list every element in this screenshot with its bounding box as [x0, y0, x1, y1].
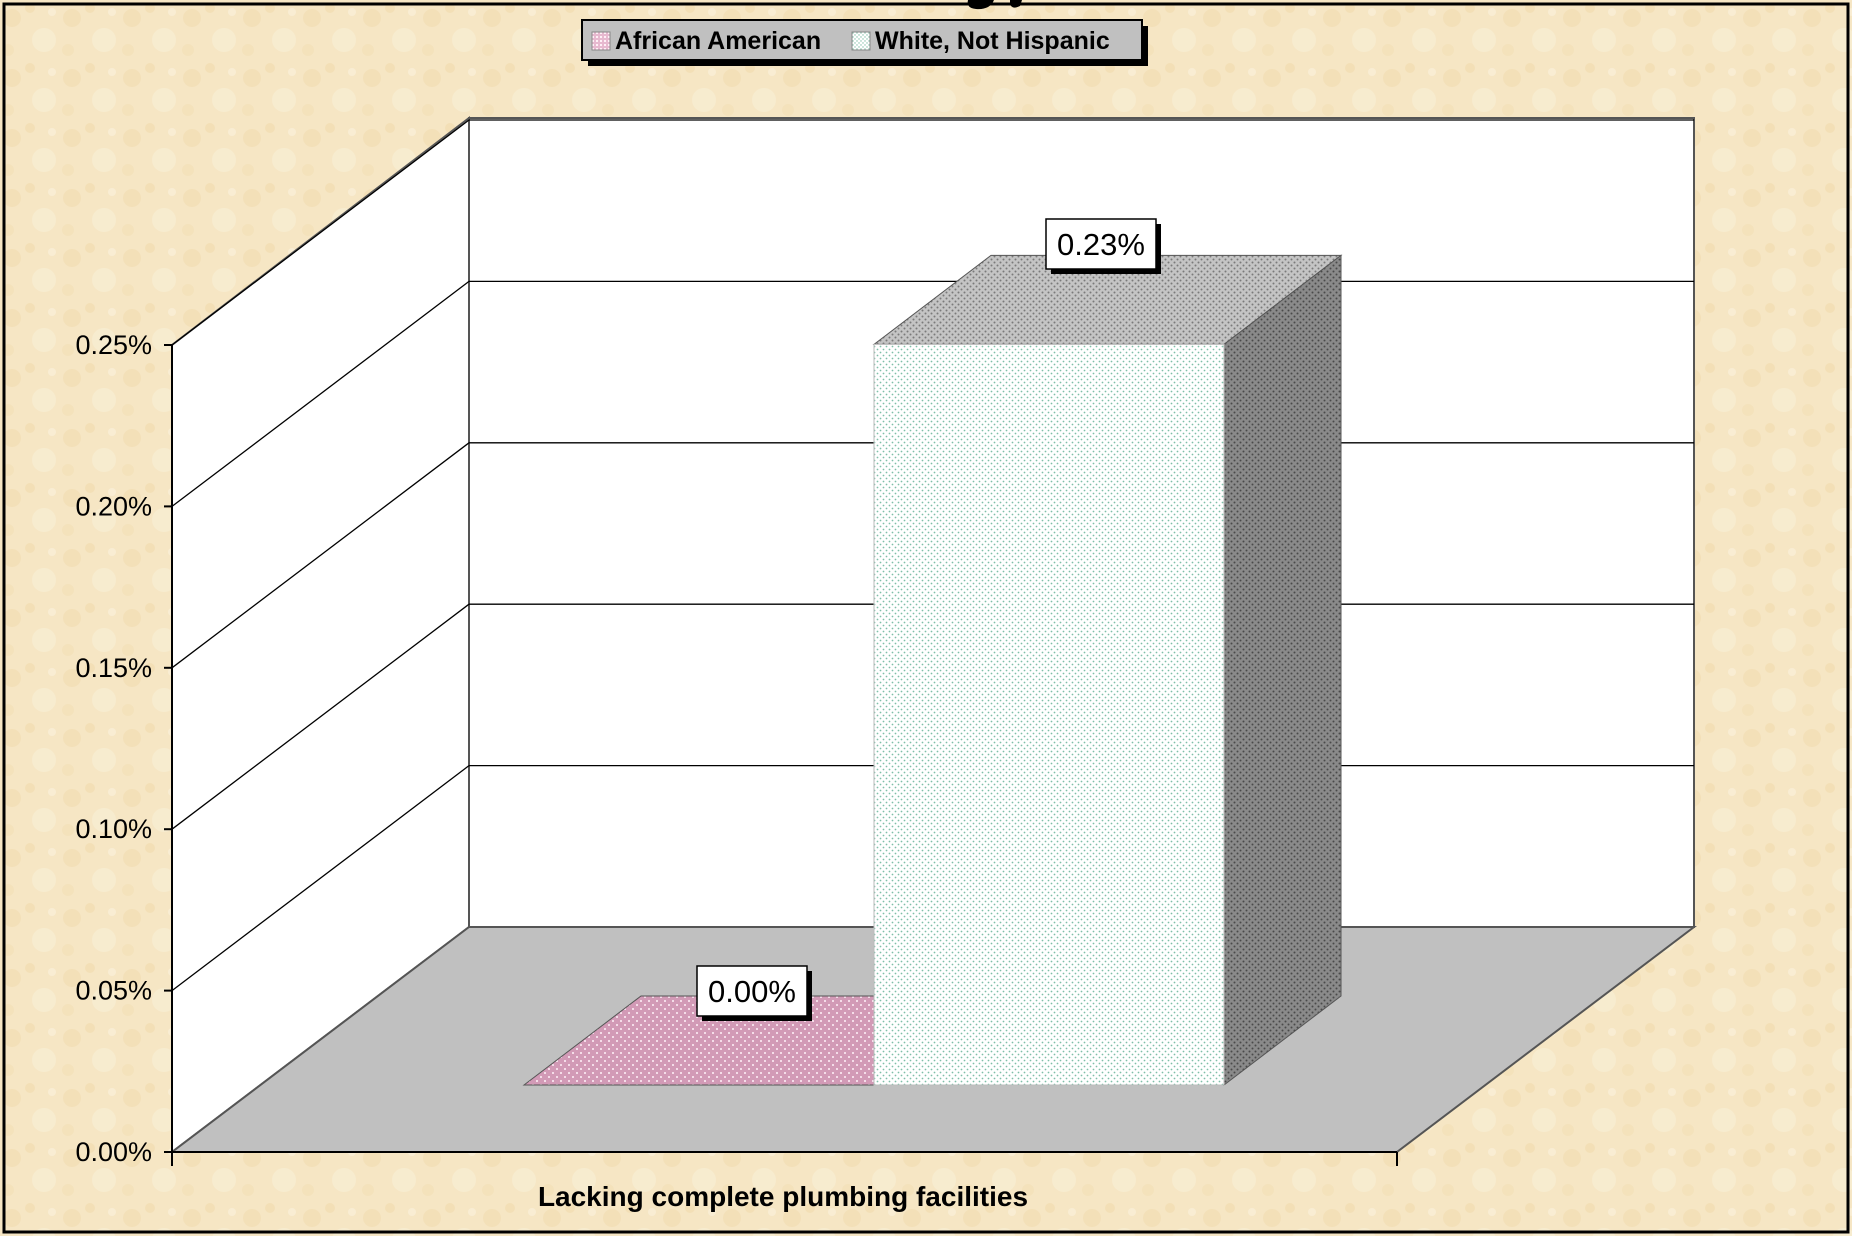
data-labels: 0.00% 0.23% — [696, 218, 1161, 1021]
data-label-box — [696, 965, 808, 1017]
bars — [522, 254, 1343, 1087]
y-tick-label: 0.05% — [75, 976, 152, 1006]
gridline-side — [171, 603, 470, 830]
legend-swatch-african-american — [591, 31, 611, 51]
y-tick-label: 0.15% — [75, 653, 152, 683]
y-axis: 0.00% 0.05% 0.10% 0.15% 0.20% 0.25% — [75, 330, 1398, 1167]
x-axis-title: Lacking complete plumbing facilities — [538, 1181, 1028, 1212]
y-tick-label: 0.20% — [75, 491, 152, 521]
gridline-side — [171, 280, 470, 507]
data-label-box — [1045, 218, 1157, 270]
y-tick-label: 0.00% — [75, 1137, 152, 1167]
y-tick-label: 0.25% — [75, 330, 152, 360]
legend-label-white-not-hispanic: White, Not Hispanic — [875, 27, 1110, 55]
gridline-side — [171, 765, 470, 992]
gridline-side — [171, 442, 470, 669]
chart-title-fragment — [967, 0, 1022, 10]
bar-front-1 — [873, 343, 1225, 1086]
data-label: 0.23% — [1057, 227, 1145, 262]
legend-swatch-white-not-hispanic — [851, 31, 871, 51]
data-label: 0.00% — [708, 974, 796, 1009]
gridline-side — [171, 119, 470, 346]
y-tick-label: 0.10% — [75, 814, 152, 844]
legend: African American White, Not Hispanic — [581, 19, 1148, 66]
legend-label-african-american: African American — [615, 27, 821, 55]
bar-side-1 — [1223, 254, 1342, 1087]
